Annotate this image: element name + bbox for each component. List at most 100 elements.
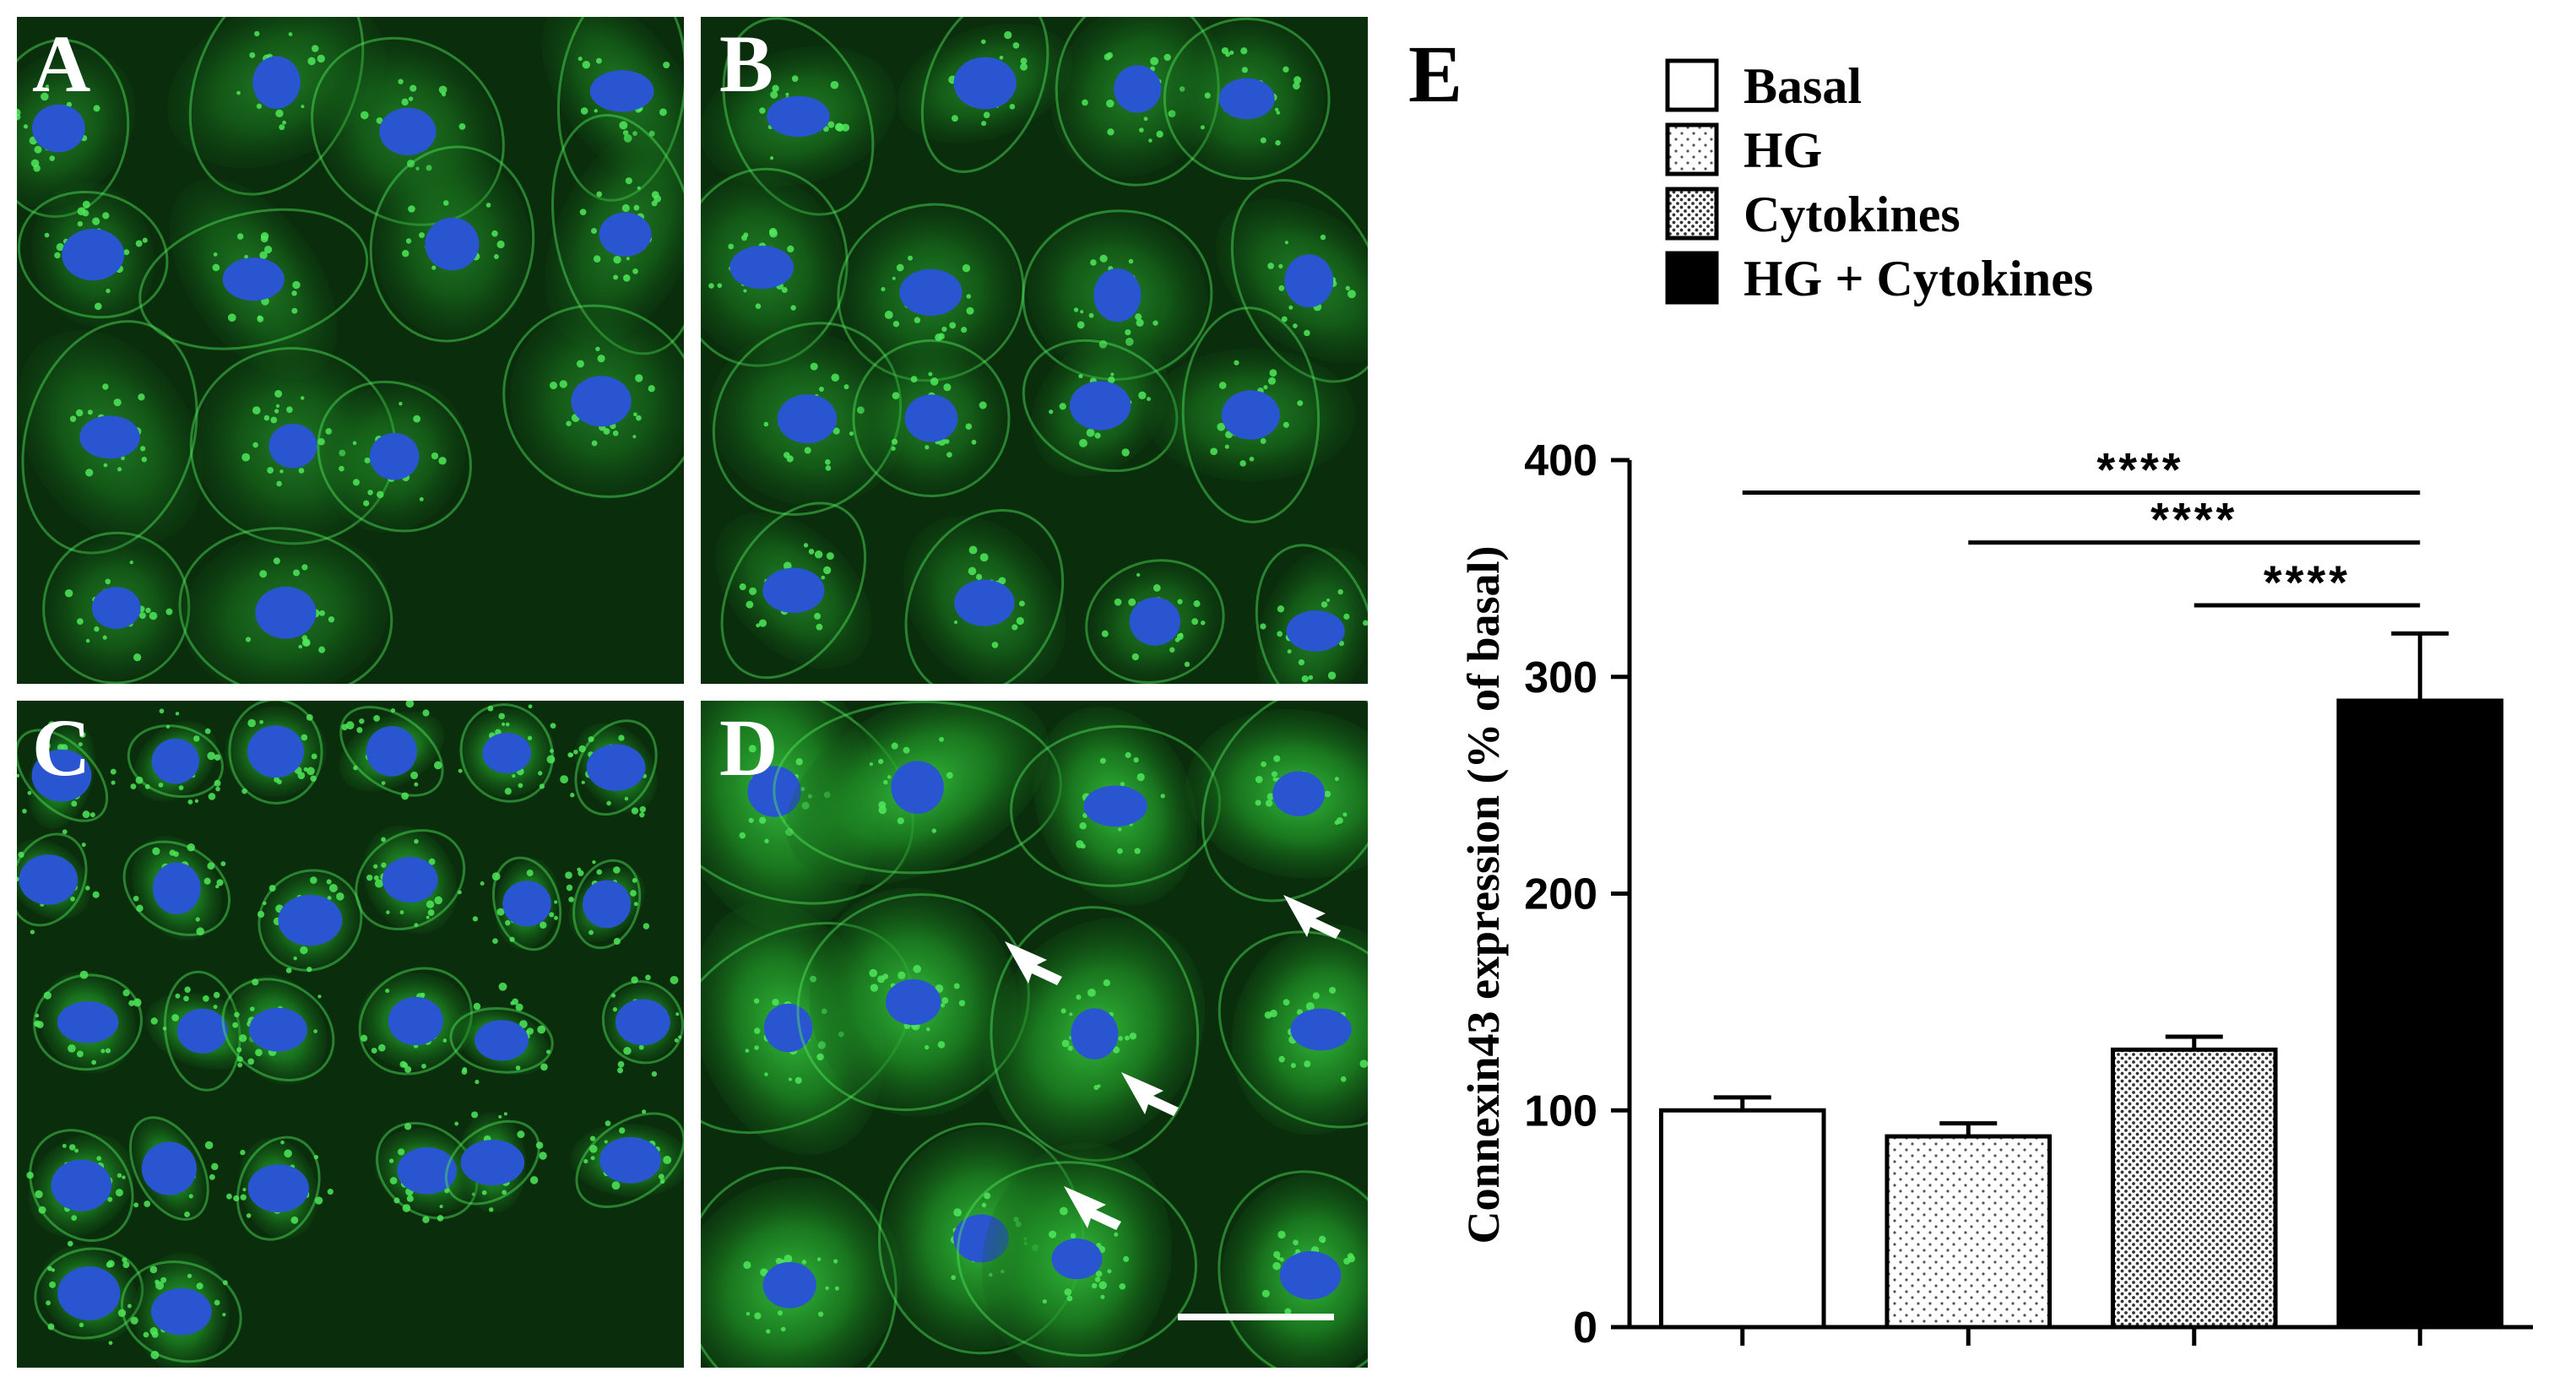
cell-membrane <box>852 339 1011 497</box>
legend-label-cytokines: Cytokines <box>1744 187 1960 242</box>
connexin-punctum <box>515 1003 523 1011</box>
cell-membrane <box>575 1112 684 1208</box>
connexin-punctum <box>93 105 100 112</box>
connexin-punctum <box>981 1202 987 1208</box>
connexin-punctum <box>1234 360 1239 366</box>
connexin-punctum <box>1101 630 1109 637</box>
connexin-punctum <box>1224 444 1229 449</box>
cell-nucleus <box>1083 785 1147 827</box>
connexin-punctum <box>102 635 107 640</box>
connexin-punctum <box>613 255 621 264</box>
cell-nucleus <box>252 56 301 109</box>
connexin-punctum <box>327 896 332 901</box>
connexin-punctum <box>550 723 556 729</box>
connexin-punctum <box>8 861 12 865</box>
connexin-punctum <box>1334 777 1339 782</box>
connexin-punctum <box>142 237 148 243</box>
connexin-punctum <box>804 447 811 454</box>
cell-membrane <box>502 304 684 498</box>
connexin-punctum <box>389 1177 398 1184</box>
connexin-punctum <box>207 751 216 761</box>
connexin-punctum <box>472 916 479 922</box>
cell-membrane <box>444 1119 540 1206</box>
connexin-punctum <box>274 389 283 398</box>
cell-nucleus <box>1051 1238 1103 1280</box>
cell-nucleus <box>379 107 437 155</box>
connexin-punctum <box>1139 127 1144 133</box>
cell-nucleus <box>150 1287 212 1336</box>
connexin-punctum <box>79 1322 84 1328</box>
connexin-punctum <box>1129 1032 1137 1040</box>
connexin-punctum <box>275 404 280 408</box>
connexin-punctum <box>1293 1239 1299 1246</box>
cell-nucleus <box>599 212 652 257</box>
connexin-punctum <box>743 289 747 293</box>
micrograph-panel-c <box>8 701 684 1368</box>
connexin-punctum <box>818 387 824 393</box>
connexin-punctum <box>115 1189 123 1197</box>
connexin-punctum <box>924 1044 930 1050</box>
connexin-punctum <box>632 877 637 883</box>
connexin-punctum <box>213 991 220 999</box>
connexin-punctum <box>1191 618 1199 626</box>
connexin-punctum <box>1321 1238 1326 1244</box>
connexin-punctum <box>1009 103 1016 110</box>
connexin-punctum <box>966 294 972 299</box>
connexin-punctum <box>1359 1060 1368 1068</box>
connexin-punctum <box>406 1195 414 1202</box>
connexin-punctum <box>826 552 834 561</box>
connexin-punctum <box>1136 572 1141 577</box>
connexin-punctum <box>1128 598 1136 606</box>
connexin-punctum <box>1312 992 1320 1000</box>
connexin-punctum <box>1298 658 1305 666</box>
connexin-punctum <box>801 1260 807 1265</box>
connexin-punctum <box>236 1056 243 1063</box>
connexin-punctum <box>1276 111 1281 115</box>
cell-membrane <box>491 856 562 951</box>
panel-d-arrows <box>1005 895 1341 1230</box>
connexin-punctum <box>565 871 572 880</box>
connexin-punctum <box>135 240 143 247</box>
connexin-punctum <box>1221 46 1229 55</box>
panel-d-cells <box>701 701 1368 1368</box>
connexin-punctum <box>426 915 430 919</box>
connexin-punctum <box>297 772 306 779</box>
connexin-punctum <box>236 233 244 240</box>
panel-a-cells <box>17 17 684 684</box>
connexin-punctum <box>1079 821 1087 830</box>
connexin-punctum <box>1269 1009 1277 1017</box>
connexin-punctum <box>1079 438 1087 447</box>
connexin-punctum <box>408 205 415 213</box>
cell-membrane <box>17 832 88 927</box>
cell-nucleus <box>482 732 532 774</box>
connexin-punctum <box>526 1027 534 1035</box>
connexin-punctum <box>877 975 886 984</box>
cell-membrane <box>449 1007 554 1074</box>
connexin-punctum <box>878 800 887 809</box>
connexin-punctum <box>502 1190 507 1195</box>
connexin-punctum <box>1255 775 1263 783</box>
connexin-punctum <box>1100 1294 1105 1299</box>
connexin-punctum <box>216 879 224 886</box>
connexin-punctum <box>1133 756 1139 763</box>
connexin-punctum <box>1004 30 1012 40</box>
connexin-punctum <box>441 92 447 97</box>
connexin-punctum <box>772 84 779 92</box>
connexin-punctum <box>1138 391 1147 400</box>
cell-membrane <box>21 320 198 555</box>
connexin-punctum <box>612 430 619 436</box>
connexin-punctum <box>298 644 303 649</box>
connexin-punctum <box>38 1206 46 1214</box>
connexin-punctum <box>10 864 17 870</box>
connexin-punctum <box>213 252 218 257</box>
cell-membrane <box>221 978 335 1081</box>
connexin-punctum <box>1363 620 1368 626</box>
cell-nucleus <box>599 1136 661 1184</box>
connexin-punctum <box>291 307 298 314</box>
connexin-punctum <box>939 736 945 742</box>
cell-membrane <box>120 1260 242 1363</box>
connexin-punctum <box>79 970 89 979</box>
connexin-punctum <box>30 159 40 168</box>
connexin-punctum <box>491 872 501 881</box>
connexin-punctum <box>208 793 216 800</box>
